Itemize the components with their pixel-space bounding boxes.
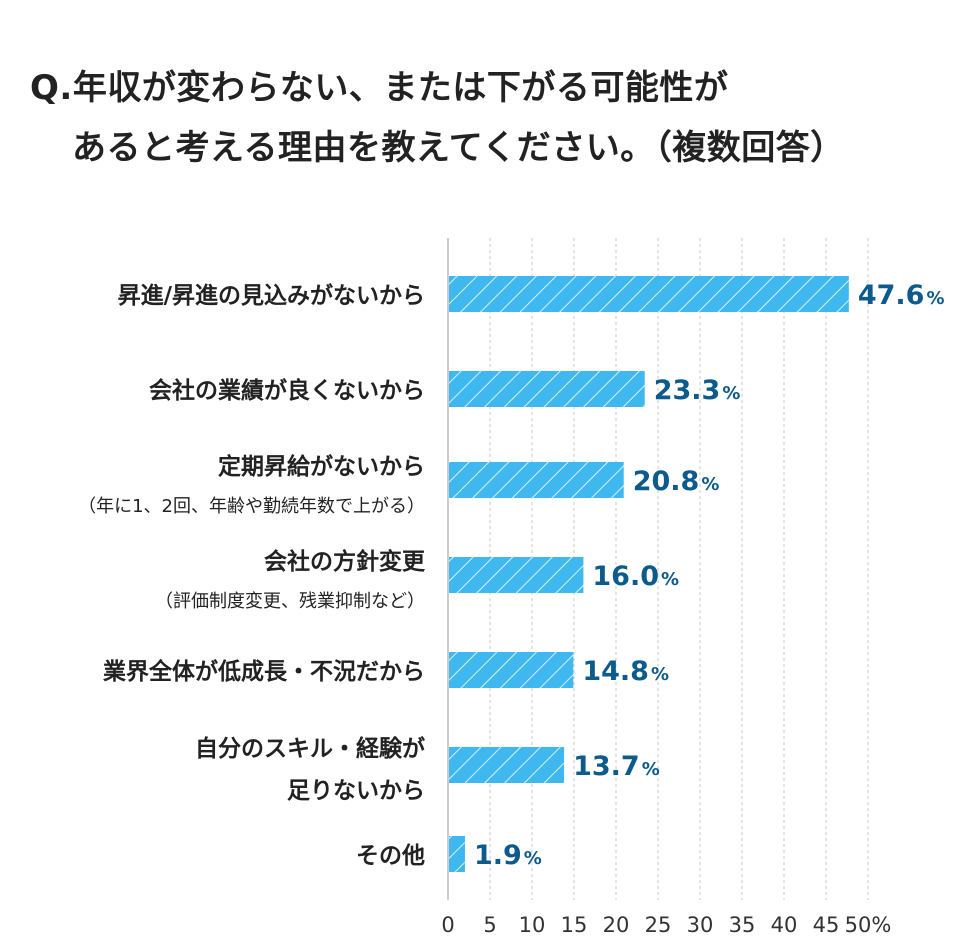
data-label: 20.8%: [633, 466, 720, 497]
data-label-unit: %: [701, 474, 719, 495]
x-tick-label: 25: [645, 913, 672, 937]
title-line-2: あると考える理由を教えてください。（複数回答）: [72, 128, 845, 168]
data-label-unit: %: [642, 759, 660, 780]
x-tick-label: 50%: [845, 913, 892, 937]
category-sublabel: （年に1、2回、年齢や勤続年数で上がる）: [78, 496, 425, 517]
x-tick-label: 10: [519, 913, 546, 937]
bar: [449, 276, 849, 312]
bar: [449, 371, 645, 407]
data-label-value: 13.7: [573, 751, 640, 782]
category-label: 自分のスキル・経験が: [195, 735, 425, 762]
data-label-unit: %: [722, 383, 740, 404]
bar: [449, 652, 574, 688]
bar: [449, 462, 624, 498]
bars: [449, 276, 849, 872]
data-label-value: 1.9: [474, 840, 522, 871]
x-tick-label: 45: [813, 913, 840, 937]
data-label-unit: %: [661, 569, 679, 590]
data-label-value: 16.0: [592, 561, 659, 592]
data-label-value: 47.6: [858, 280, 925, 311]
category-label: 昇進/昇進の見込みがないから: [118, 282, 425, 309]
data-label-value: 14.8: [582, 656, 649, 687]
data-label-unit: %: [651, 664, 669, 685]
data-label: 23.3%: [654, 375, 741, 406]
data-label-unit: %: [926, 288, 944, 309]
x-tick-label: 35: [729, 913, 756, 937]
data-label: 1.9%: [474, 840, 542, 871]
category-sublabel: （評価制度変更、残業抑制など）: [155, 591, 425, 612]
category-label: 業界全体が低成長・不況だから: [102, 658, 425, 685]
category-label: 足りないから: [287, 778, 425, 804]
x-tick-label: 15: [561, 913, 588, 937]
category-label: 定期昇給がないから: [218, 453, 425, 480]
x-tick-label: 20: [603, 913, 630, 937]
x-axis-ticks: 0 5 10 15 20 25 30 35 40 45 50%: [441, 913, 891, 937]
grid-lines: [447, 238, 869, 900]
bar: [449, 836, 465, 872]
data-label: 47.6%: [858, 280, 945, 311]
data-label-value: 20.8: [633, 466, 700, 497]
x-tick-label: 30: [687, 913, 714, 937]
chart-title: Q.年収が変わらない、または下がる可能性が あると考える理由を教えてください。（…: [30, 58, 950, 178]
x-tick-label: 5: [483, 913, 496, 937]
data-label: 13.7%: [573, 751, 660, 782]
x-tick-label: 40: [771, 913, 798, 937]
category-label: 会社の業績が良くないから: [149, 377, 425, 404]
bar: [449, 557, 584, 593]
value-labels: 47.6 %23.3 %20.8 %16.0 %14.8 %13.7 %1.9%: [474, 280, 945, 871]
data-label: 14.8%: [582, 656, 669, 687]
category-label: その他: [356, 843, 425, 869]
data-label-value: 23.3: [654, 375, 721, 406]
category-label: 会社の方針変更: [264, 548, 426, 575]
title-line-1: Q.年収が変わらない、または下がる可能性が: [30, 68, 729, 108]
x-tick-label: 0: [441, 913, 454, 937]
data-label: 16.0%: [592, 561, 679, 592]
bar: [449, 747, 565, 783]
data-label-unit: %: [524, 848, 542, 869]
